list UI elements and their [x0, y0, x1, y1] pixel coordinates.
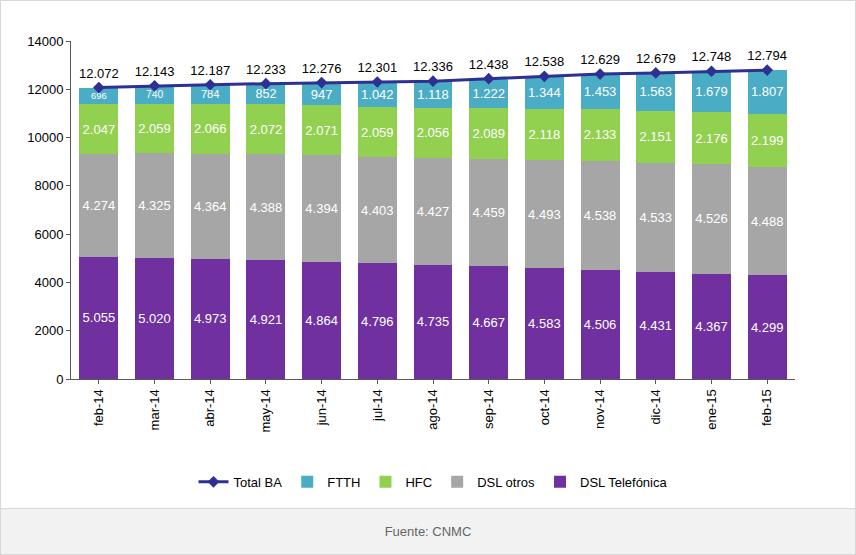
svg-text:1.118: 1.118	[417, 87, 449, 102]
svg-text:2.118: 2.118	[529, 127, 561, 142]
svg-text:12.301: 12.301	[357, 60, 397, 75]
svg-text:4.388: 4.388	[250, 200, 283, 215]
svg-text:4.533: 4.533	[639, 210, 672, 225]
svg-text:4.583: 4.583	[528, 316, 561, 331]
svg-text:1.563: 1.563	[639, 84, 672, 99]
svg-text:4.506: 4.506	[584, 317, 617, 332]
svg-text:8000: 8000	[34, 178, 63, 193]
svg-text:Total BA: Total BA	[234, 475, 283, 490]
svg-text:4.403: 4.403	[361, 203, 394, 218]
svg-text:12.276: 12.276	[302, 61, 342, 76]
svg-text:2.133: 2.133	[584, 127, 617, 142]
svg-text:DSL Telefónica: DSL Telefónica	[580, 475, 667, 490]
svg-text:6000: 6000	[34, 227, 63, 242]
svg-text:12.748: 12.748	[692, 49, 732, 64]
svg-text:4.735: 4.735	[417, 314, 450, 329]
svg-text:FTTH: FTTH	[327, 475, 360, 490]
svg-text:2.089: 2.089	[472, 126, 505, 141]
svg-text:14000: 14000	[27, 34, 63, 49]
svg-text:10000: 10000	[27, 130, 63, 145]
svg-text:1.807: 1.807	[751, 84, 784, 99]
svg-text:4.796: 4.796	[361, 314, 394, 329]
svg-text:12.336: 12.336	[413, 59, 453, 74]
svg-text:1.453: 1.453	[584, 84, 617, 99]
svg-text:0: 0	[56, 372, 63, 387]
svg-text:4.488: 4.488	[751, 214, 784, 229]
svg-text:2.071: 2.071	[305, 123, 338, 138]
svg-text:947: 947	[311, 87, 333, 102]
svg-text:4.973: 4.973	[194, 311, 227, 326]
svg-text:oct-14: oct-14	[537, 389, 552, 425]
svg-text:12.438: 12.438	[469, 57, 509, 72]
svg-text:1.679: 1.679	[695, 84, 728, 99]
svg-text:4.299: 4.299	[751, 320, 784, 335]
svg-text:dic-14: dic-14	[648, 389, 663, 424]
svg-text:abr-14: abr-14	[202, 389, 217, 427]
svg-text:12.233: 12.233	[246, 62, 286, 77]
svg-text:784: 784	[201, 88, 220, 100]
svg-text:feb-15: feb-15	[759, 389, 774, 426]
svg-text:5.055: 5.055	[83, 310, 116, 325]
svg-text:4.325: 4.325	[138, 198, 171, 213]
svg-text:mar-14: mar-14	[147, 389, 162, 430]
svg-text:4.921: 4.921	[250, 312, 283, 327]
svg-text:2.066: 2.066	[194, 121, 227, 136]
svg-text:4.364: 4.364	[194, 199, 227, 214]
svg-text:DSL otros: DSL otros	[477, 475, 535, 490]
svg-text:12.794: 12.794	[747, 48, 787, 63]
svg-text:feb-14: feb-14	[91, 389, 106, 426]
svg-text:may-14: may-14	[258, 389, 273, 432]
svg-text:4.274: 4.274	[83, 198, 116, 213]
svg-text:2.059: 2.059	[138, 121, 171, 136]
svg-text:4000: 4000	[34, 275, 63, 290]
svg-text:1.344: 1.344	[528, 85, 561, 100]
svg-text:2000: 2000	[34, 323, 63, 338]
svg-text:jun-14: jun-14	[314, 389, 329, 426]
svg-text:12000: 12000	[27, 82, 63, 97]
svg-text:12.143: 12.143	[135, 64, 175, 79]
svg-text:5.020: 5.020	[138, 311, 171, 326]
svg-text:696: 696	[91, 91, 107, 101]
svg-text:12.538: 12.538	[524, 54, 564, 69]
svg-text:12.629: 12.629	[580, 52, 620, 67]
svg-text:2.059: 2.059	[361, 125, 394, 140]
svg-text:2.199: 2.199	[751, 133, 784, 148]
svg-text:nov-14: nov-14	[592, 389, 607, 429]
svg-text:2.072: 2.072	[250, 122, 283, 137]
svg-text:2.056: 2.056	[417, 125, 450, 140]
svg-text:4.394: 4.394	[305, 201, 338, 216]
svg-text:2.047: 2.047	[83, 122, 116, 137]
svg-text:4.667: 4.667	[472, 315, 505, 330]
svg-text:4.427: 4.427	[417, 204, 450, 219]
svg-text:4.493: 4.493	[528, 207, 561, 222]
svg-text:12.187: 12.187	[190, 63, 230, 78]
svg-text:4.864: 4.864	[305, 313, 338, 328]
svg-text:852: 852	[255, 87, 276, 101]
svg-text:jul-14: jul-14	[370, 389, 385, 422]
svg-text:4.367: 4.367	[695, 319, 728, 334]
svg-text:sep-14: sep-14	[481, 389, 496, 429]
html-text:Fuente: CNMC: Fuente: CNMC	[384, 524, 472, 539]
svg-text:1.042: 1.042	[361, 87, 394, 102]
svg-text:2.151: 2.151	[639, 129, 672, 144]
svg-text:4.538: 4.538	[584, 208, 617, 223]
svg-text:2.176: 2.176	[695, 131, 728, 146]
svg-text:ene-15: ene-15	[704, 389, 719, 429]
svg-text:4.526: 4.526	[695, 211, 728, 226]
svg-text:HFC: HFC	[405, 475, 432, 490]
svg-text:12.679: 12.679	[636, 51, 676, 66]
svg-text:12.072: 12.072	[79, 66, 119, 81]
svg-text:1.222: 1.222	[472, 86, 505, 101]
svg-text:740: 740	[146, 89, 163, 100]
svg-text:4.459: 4.459	[472, 205, 505, 220]
svg-text:4.431: 4.431	[639, 318, 672, 333]
svg-text:ago-14: ago-14	[425, 389, 440, 429]
